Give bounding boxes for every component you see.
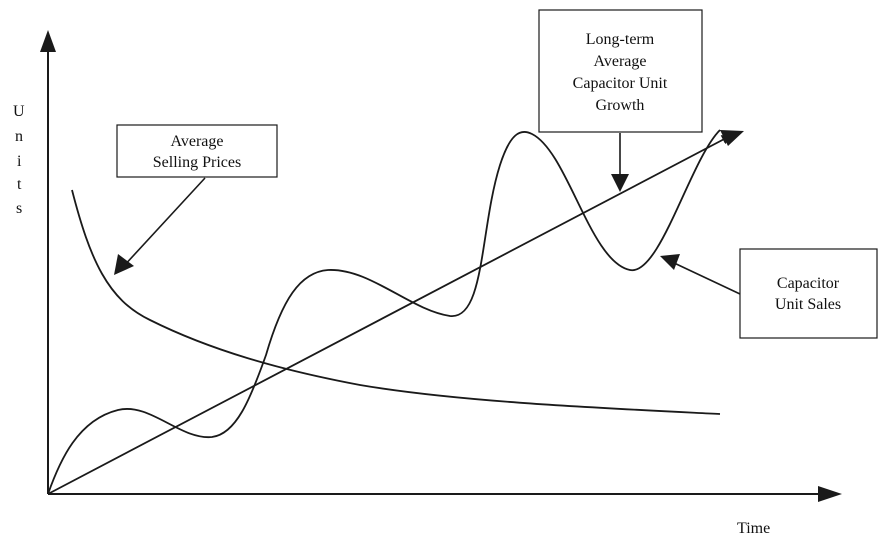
growth-line-arrowhead-icon [720, 130, 744, 146]
y-label-letter: U [13, 103, 25, 120]
growth-callout-line: Average [594, 53, 647, 70]
asp-callout-pointer [121, 177, 206, 269]
sales-callout-pointer [671, 261, 741, 295]
y-label-letter: n [15, 128, 23, 145]
growth-callout-line: Capacitor Unit [573, 75, 668, 92]
asp-curve [71, 189, 721, 415]
sales-callout-box [739, 248, 878, 339]
y-label-letter: i [17, 153, 22, 170]
growth-callout-box [538, 9, 703, 133]
y-label-letter: s [16, 200, 22, 217]
sales-curve [47, 129, 721, 495]
y-axis-arrowhead-icon [40, 30, 56, 52]
asp-pointer-arrowhead-icon [114, 254, 134, 275]
asp-callout: Average Selling Prices [114, 124, 278, 275]
sales-callout: Capacitor Unit Sales [660, 248, 878, 339]
growth-callout: Long-term Average Capacitor Unit Growth [538, 9, 703, 192]
sales-callout-line: Capacitor [777, 275, 840, 292]
x-axis-label: Time [737, 520, 770, 537]
y-axis-label: U n i t s [13, 103, 25, 217]
growth-callout-line: Growth [596, 97, 645, 114]
growth-pointer-arrowhead-icon [611, 174, 629, 192]
y-label-letter: t [17, 176, 22, 193]
sales-callout-line: Unit Sales [775, 296, 841, 313]
sales-pointer-arrowhead-icon [660, 254, 680, 270]
growth-line [47, 135, 732, 495]
asp-callout-box [116, 124, 278, 178]
growth-callout-line: Long-term [586, 31, 655, 48]
asp-callout-line: Average [171, 133, 224, 150]
x-axis-arrowhead-icon [818, 486, 842, 502]
asp-callout-line: Selling Prices [153, 154, 241, 171]
